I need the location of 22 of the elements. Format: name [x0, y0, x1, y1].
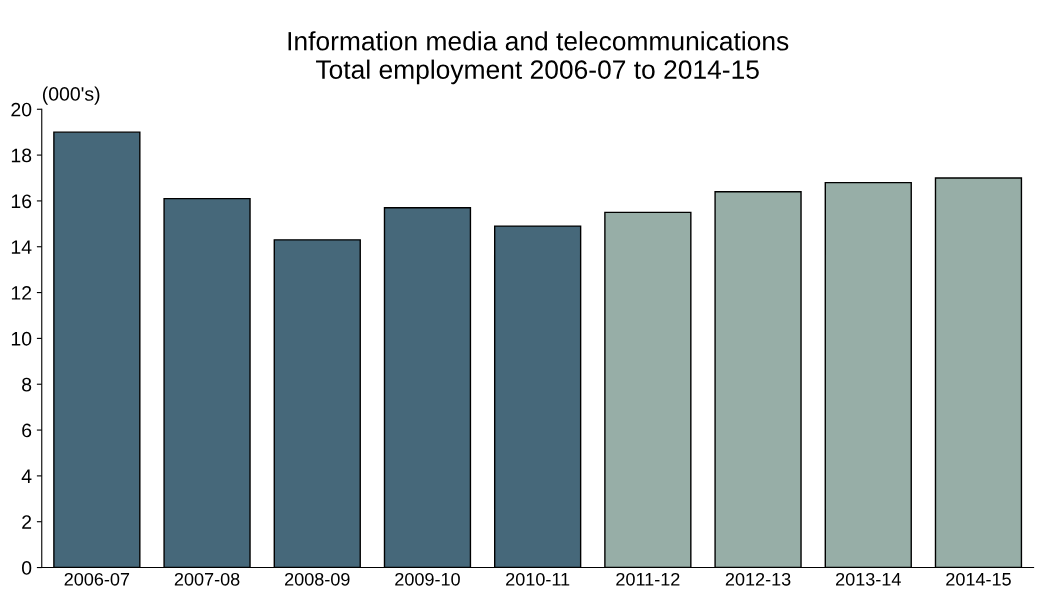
x-tick-label: 2014-15	[946, 572, 1011, 586]
x-tick-label: 2012-13	[725, 572, 791, 586]
y-tick-label: 0	[21, 561, 32, 575]
y-tick-label: 8	[22, 377, 32, 392]
y-tick-label: 6	[22, 423, 32, 438]
y-tick-label: 18	[11, 148, 32, 163]
x-tick-label: 2008-09	[285, 572, 350, 586]
y-tick-label: 16	[11, 194, 32, 209]
x-tick-label: 2011-12	[616, 572, 680, 586]
y-tick-label: 4	[21, 469, 32, 483]
x-tick-label: 2007-08	[174, 572, 240, 586]
y-axis-title: (000's)	[42, 86, 100, 105]
x-tick-label: 2013-14	[836, 572, 901, 586]
y-tick-label: 2	[22, 515, 32, 529]
y-tick-label: 14	[11, 240, 32, 254]
x-tick-label: 2009-10	[395, 572, 460, 586]
y-tick-label: 20	[11, 102, 32, 117]
chart-title: Information media and telecommunications Total employment 2006-07 to 2014-15	[288, 31, 789, 85]
y-tick-label: 10	[11, 331, 32, 346]
x-tick-label: 2010-11	[506, 572, 570, 586]
y-tick-label: 12	[11, 286, 32, 300]
x-tick-label: 2006-07	[64, 572, 130, 586]
